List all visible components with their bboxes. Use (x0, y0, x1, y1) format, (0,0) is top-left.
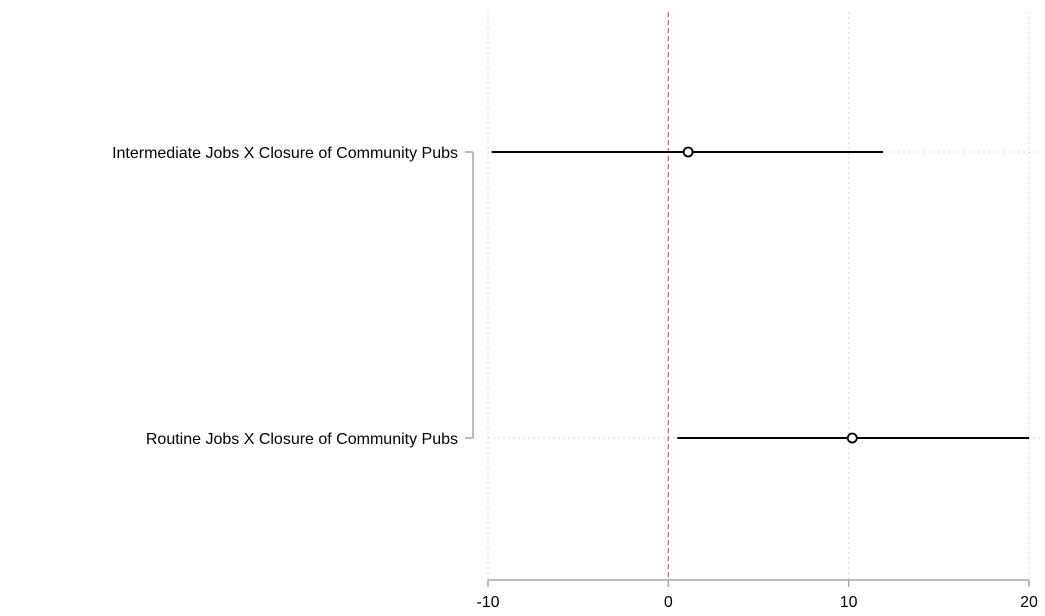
x-tick-label-2: 10 (840, 594, 858, 611)
marks-layer (491, 146, 1029, 444)
point-estimate-0 (682, 146, 694, 158)
point-estimate-1 (846, 432, 858, 444)
labels-layer: -10 0 10 20 Intermediate Jobs X Closure of C… (112, 145, 1038, 611)
axes-layer (465, 151, 1030, 587)
grid-layer (487, 12, 1042, 580)
category-label-1: Routine Jobs X Closure of Community Pubs (146, 431, 458, 448)
x-tick-label-0: -10 (476, 594, 499, 611)
category-label-0: Intermediate Jobs X Closure of Community… (112, 145, 458, 162)
x-tick-label-3: 20 (1020, 594, 1038, 611)
x-tick-label-1: 0 (664, 594, 673, 611)
